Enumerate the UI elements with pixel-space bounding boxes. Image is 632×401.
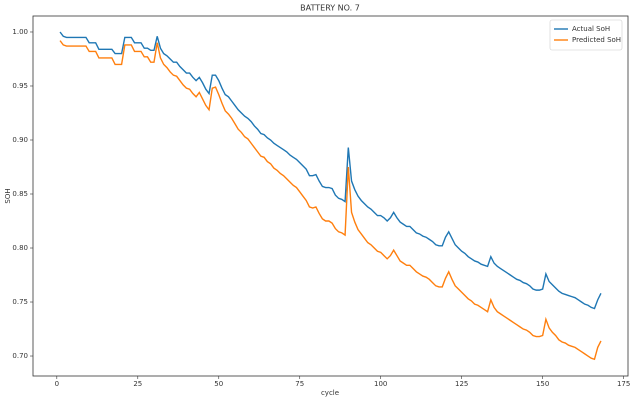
y-tick-label: 0.95 bbox=[12, 82, 28, 90]
x-tick-label: 100 bbox=[374, 380, 387, 388]
y-tick-label: 0.80 bbox=[12, 244, 28, 252]
y-tick-label: 0.90 bbox=[12, 136, 28, 144]
series-line bbox=[59, 40, 602, 361]
y-tick-label: 1.00 bbox=[12, 28, 28, 36]
series-line bbox=[59, 31, 602, 310]
chart-title: BATTERY NO. 7 bbox=[300, 4, 360, 13]
plot-frame bbox=[32, 15, 629, 377]
legend-box bbox=[549, 19, 623, 51]
x-tick-label: 75 bbox=[295, 380, 304, 388]
y-tick-label: 0.75 bbox=[12, 298, 28, 306]
y-tick-label: 0.70 bbox=[12, 352, 28, 360]
x-tick-label: 150 bbox=[536, 380, 549, 388]
x-tick-label: 50 bbox=[214, 380, 223, 388]
x-tick-label: 125 bbox=[455, 380, 468, 388]
y-tick-label: 0.85 bbox=[12, 190, 28, 198]
legend-label: Actual SoH bbox=[572, 25, 610, 33]
y-axis-label: SOH bbox=[4, 188, 12, 203]
x-tick-label: 25 bbox=[133, 380, 142, 388]
legend-label: Predicted SoH bbox=[572, 36, 621, 44]
x-axis-label: cycle bbox=[321, 389, 339, 397]
x-tick-label: 0 bbox=[55, 380, 59, 388]
x-tick-label: 175 bbox=[617, 380, 630, 388]
